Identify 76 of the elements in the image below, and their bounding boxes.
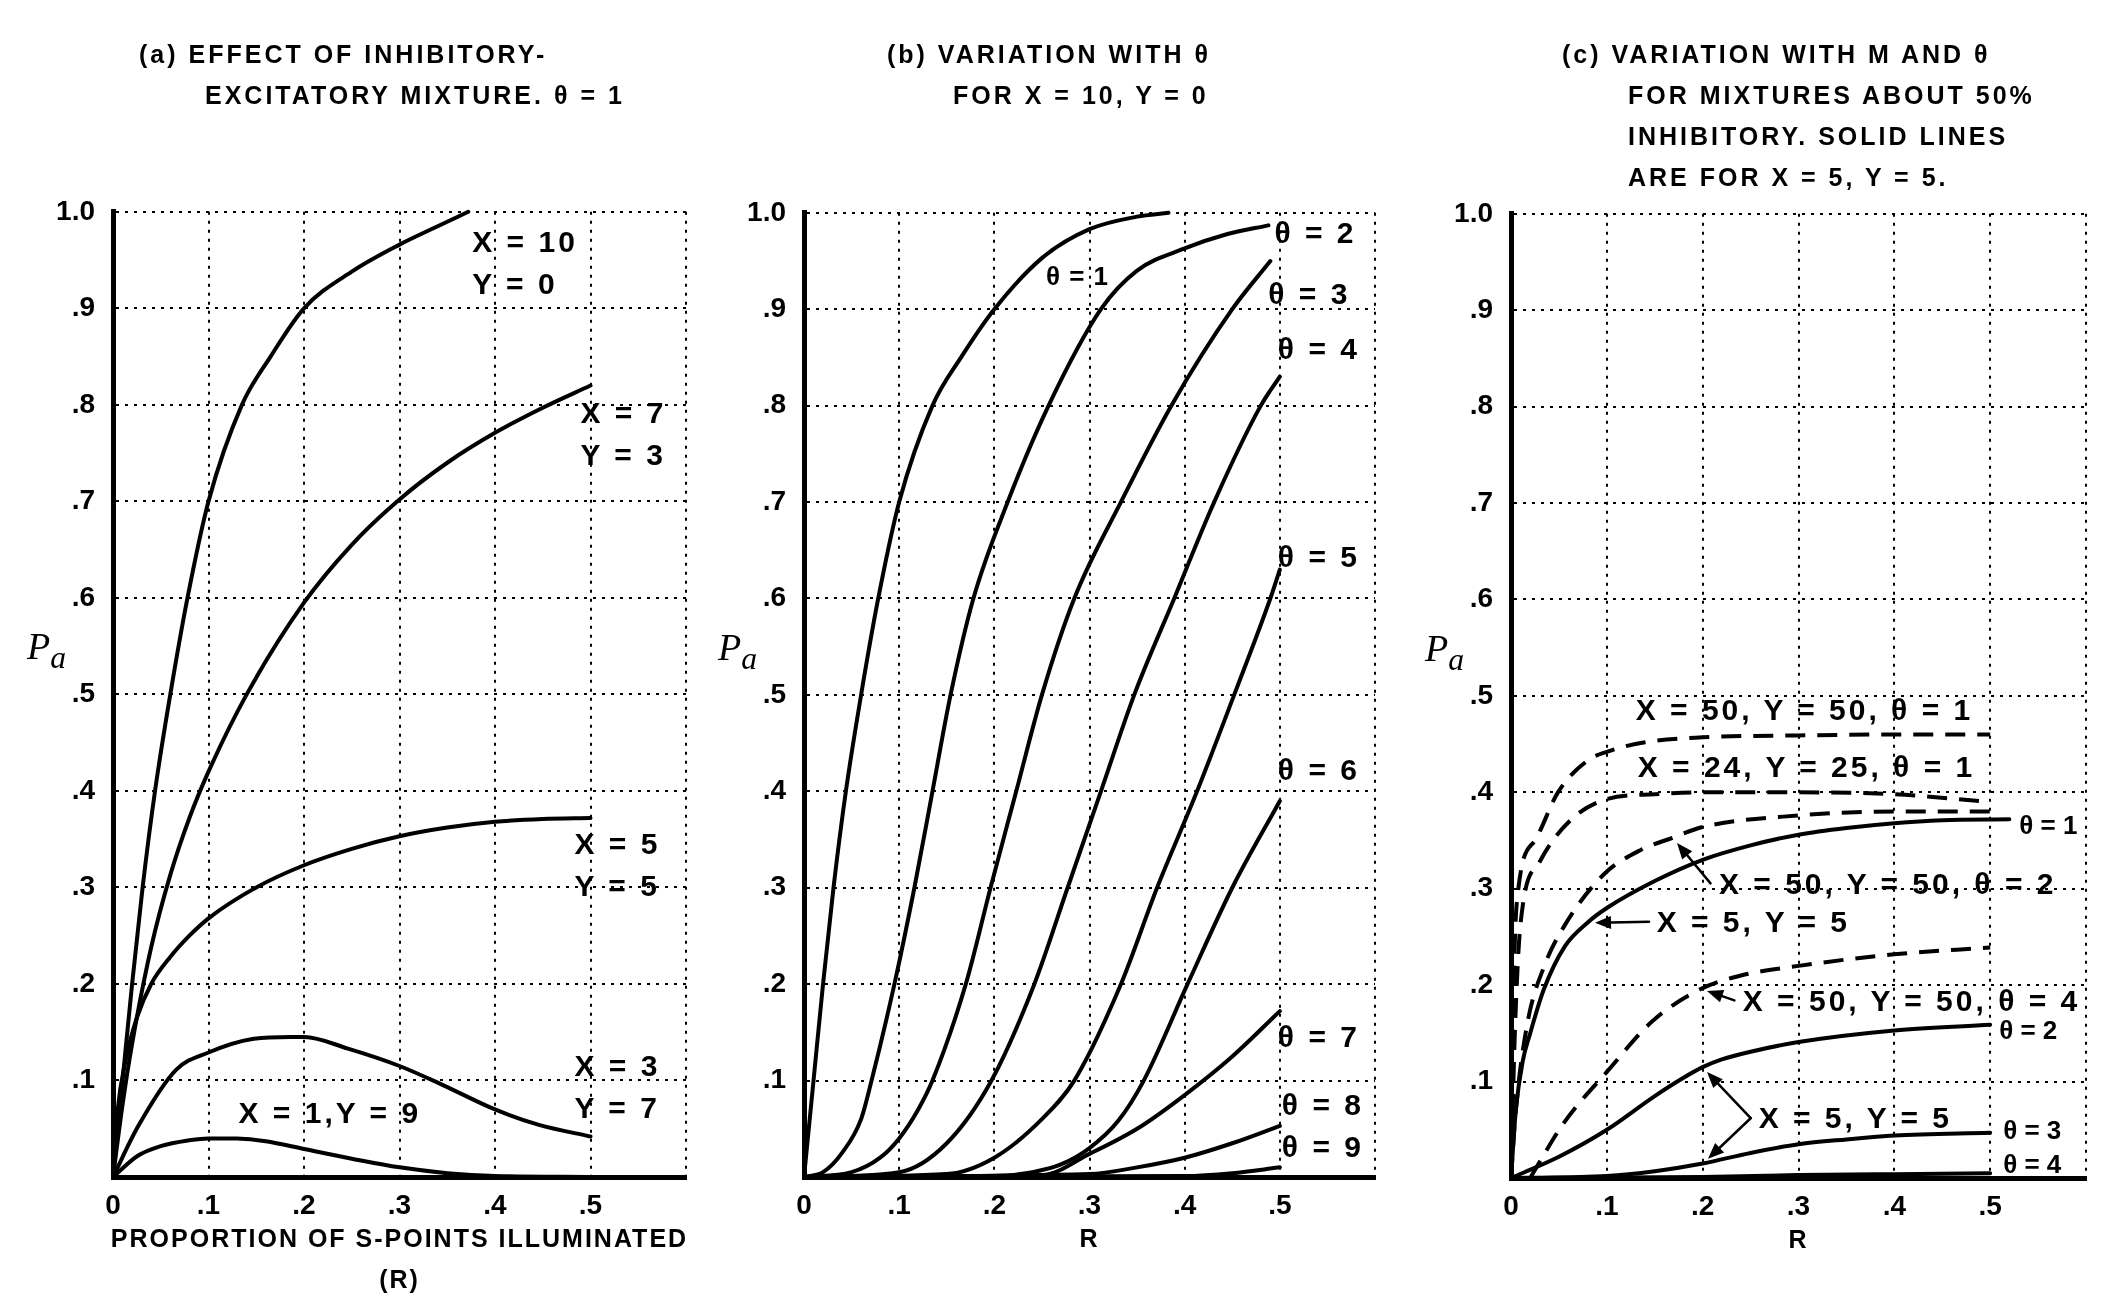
x-tick-label: .3 <box>1077 1188 1102 1220</box>
x-axis-title: PROPORTION OF S-POINTS ILLUMINATED (R) <box>110 1222 689 1295</box>
y-tick-label: .2 <box>71 966 95 998</box>
y-tick-label: .9 <box>762 291 786 323</box>
series-label: θ = 4 <box>2003 1148 2062 1179</box>
y-axis-title: P$_{a}$ <box>27 625 67 677</box>
y-tick-label: .3 <box>71 870 95 902</box>
y-tick-label: .7 <box>1469 485 1493 517</box>
x-tick-label: .3 <box>1786 1189 1811 1221</box>
x-tick-label: .1 <box>887 1188 911 1220</box>
series-label: θ = 6 <box>1277 753 1360 787</box>
series-label: θ = 3 <box>1268 277 1351 311</box>
x-tick-label: .4 <box>483 1188 508 1220</box>
series-label: θ = 1 <box>1045 260 1110 291</box>
x-tick-label: .1 <box>1595 1189 1619 1221</box>
y-tick-label: .5 <box>1469 678 1493 710</box>
annotation: X = 5, Y = 5 <box>1758 1101 1953 1135</box>
x-tick-label: .4 <box>1882 1189 1907 1221</box>
chart-title: (c) VARIATION WITH M AND θ FOR MIXTURES ABOUT 50% INHIBITORY. SOLID LINES ARE FOR X = 5, Y = 5. <box>1562 38 2035 193</box>
y-tick-label: .1 <box>71 1063 95 1095</box>
series-label: X = 3 Y = 7 <box>574 1047 661 1126</box>
y-tick-label: .7 <box>762 484 786 516</box>
y-tick-label: 1.0 <box>1454 196 1493 228</box>
x-tick-label: 0 <box>796 1188 812 1220</box>
y-tick-label: .6 <box>71 580 95 612</box>
series-label: θ = 7 <box>1277 1020 1360 1054</box>
x-tick-label: 0 <box>1503 1189 1519 1221</box>
x-tick-label: .5 <box>1268 1188 1292 1220</box>
x-tick-label: .2 <box>982 1188 1007 1220</box>
y-tick-label: .6 <box>1469 582 1493 614</box>
series-label: θ = 9 <box>1281 1130 1364 1164</box>
y-tick-label: .8 <box>1469 389 1493 421</box>
x-tick-label: .5 <box>578 1188 603 1220</box>
series-label: θ = 4 <box>1277 331 1360 365</box>
series-label: X = 1,Y = 9 <box>238 1096 422 1130</box>
series-label: θ = 3 <box>2003 1115 2062 1146</box>
y-tick-label: .9 <box>71 291 95 323</box>
series-label: X = 10 Y = 0 <box>472 223 578 302</box>
y-tick-label: 1.0 <box>56 194 95 226</box>
y-tick-label: .5 <box>762 677 786 709</box>
series-label: θ = 1 <box>2019 809 2078 840</box>
y-axis-title: P$_{a}$ <box>1425 626 1465 679</box>
y-tick-label: .5 <box>71 677 95 709</box>
x-axis-title: R <box>1079 1222 1100 1254</box>
x-tick-label: .3 <box>387 1188 412 1220</box>
series-label: θ = 8 <box>1281 1087 1364 1121</box>
y-tick-label: .4 <box>1469 775 1494 807</box>
y-tick-label: .7 <box>71 484 95 516</box>
y-tick-label: .4 <box>71 773 96 805</box>
x-tick-label: .2 <box>1690 1189 1715 1221</box>
series-label: θ = 2 <box>1999 1015 2058 1046</box>
y-tick-label: .6 <box>762 581 786 613</box>
chart-title: (a) EFFECT OF INHIBITORY- EXCITATORY MIXTURE. θ = 1 <box>139 38 625 111</box>
x-tick-label: .1 <box>196 1188 221 1220</box>
y-tick-label: .8 <box>71 387 95 419</box>
series-label: θ = 5 <box>1277 539 1360 573</box>
x-axis-title: R <box>1788 1223 1809 1255</box>
y-tick-label: .3 <box>1469 871 1493 903</box>
x-tick-label: 0 <box>105 1188 121 1220</box>
annotation: X = 50, Y = 50, θ = 4 <box>1742 984 2081 1018</box>
series-label: X = 50, Y = 50, θ = 1 <box>1635 692 1974 726</box>
y-tick-label: .1 <box>762 1063 786 1095</box>
y-tick-label: .2 <box>762 966 786 998</box>
x-tick-label: .2 <box>292 1188 316 1220</box>
y-tick-label: .2 <box>1469 967 1493 999</box>
y-tick-label: 1.0 <box>747 195 786 227</box>
chart-title: (b) VARIATION WITH θ FOR X = 10, Y = 0 <box>887 38 1211 111</box>
y-tick-label: .9 <box>1469 292 1493 324</box>
y-tick-label: .8 <box>762 388 786 420</box>
x-tick-label: .5 <box>1978 1189 2002 1221</box>
y-axis-title: P$_{a}$ <box>718 625 758 678</box>
x-tick-label: .4 <box>1172 1188 1197 1220</box>
y-tick-label: .1 <box>1469 1064 1493 1096</box>
y-tick-label: .4 <box>762 774 787 806</box>
series-label: X = 24, Y = 25, θ = 1 <box>1637 750 1976 784</box>
y-tick-label: .3 <box>762 870 786 902</box>
